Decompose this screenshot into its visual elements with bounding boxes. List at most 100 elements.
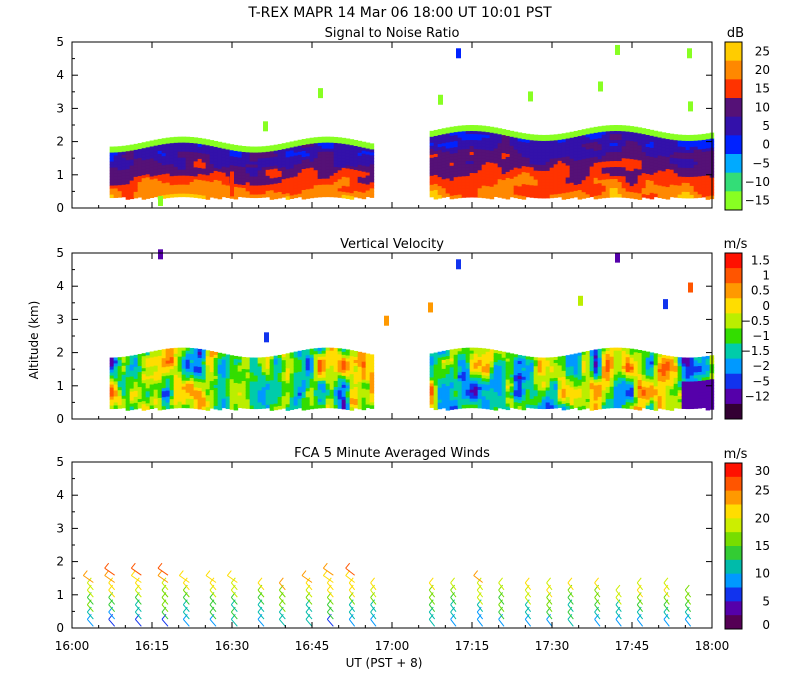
heatmap-field	[109, 44, 715, 207]
colorbar-swatch	[725, 343, 742, 360]
colorbar-swatch	[725, 298, 742, 314]
colorbar-label: −1	[752, 329, 770, 343]
colorbar-swatch	[725, 388, 742, 405]
y-tick-label: 0	[56, 412, 64, 426]
colorbar-swatch	[725, 518, 742, 533]
colorbar-label: −10	[745, 175, 770, 189]
y-tick-label: 4	[56, 279, 64, 293]
wind-barb	[524, 577, 532, 627]
colorbar-swatch	[725, 172, 742, 192]
colorbar-swatch	[725, 42, 742, 62]
y-tick-label: 0	[56, 201, 64, 215]
colorbar-swatch	[725, 532, 742, 547]
wind-barb	[498, 577, 505, 627]
plot-frame	[71, 461, 713, 629]
panel-3: FCA 5 Minute Averaged Winds 0 1 2 3 4 5 16:00 16…	[55, 446, 770, 653]
x-tick-label: 16:30	[215, 639, 250, 653]
wind-barb	[450, 577, 457, 627]
colorbar-swatch	[725, 313, 742, 329]
figure-title: T-REX MAPR 14 Mar 06 18:00 UT 10:01 PST	[247, 5, 552, 21]
colorbar-frame	[724, 41, 743, 211]
colorbar-frame	[724, 252, 743, 420]
panel-title: FCA 5 Minute Averaged Winds	[294, 446, 490, 461]
y-tick-label: 0	[56, 621, 64, 635]
colorbar-swatch	[725, 463, 742, 478]
colorbar-swatch	[725, 268, 742, 284]
x-tick-label: 17:00	[375, 639, 410, 653]
panel-title: Vertical Velocity	[340, 237, 444, 252]
panel-1: Signal to Noise Ratio 0 1 2 3 4 5 dB 25 20 15 10 5 0 −…	[56, 26, 770, 215]
wind-barb	[567, 577, 574, 627]
heatmap-field	[109, 249, 715, 411]
wind-barb	[370, 577, 377, 627]
colorbar-label: 1	[762, 269, 770, 283]
y-tick-label: 3	[56, 101, 64, 115]
wind-barb	[615, 584, 622, 627]
wind-barb	[157, 562, 169, 627]
x-tick-label: 16:15	[135, 639, 170, 653]
colorbar-unit: dB	[727, 26, 744, 41]
wind-barb	[226, 570, 238, 627]
colorbar-label: 5	[762, 119, 770, 133]
colorbar-label: 25	[755, 44, 770, 58]
colorbar-swatch	[725, 116, 742, 136]
colorbar: m/s1.510.50−0.5−1−1.5−2−5−12	[724, 237, 770, 420]
colorbar-label: 15	[755, 539, 770, 553]
colorbar-label: 0	[762, 618, 770, 632]
colorbar-swatch	[725, 504, 742, 519]
wind-barb	[345, 562, 356, 627]
wind-barb	[636, 577, 644, 627]
x-tick-label: 18:00	[695, 639, 730, 653]
wind-barb	[546, 577, 553, 627]
colorbar-swatch	[725, 328, 742, 345]
wind-barb	[322, 562, 334, 627]
y-axis-label: Altitude (km)	[27, 301, 41, 380]
wind-barb	[684, 584, 692, 627]
y-tick-label: 2	[56, 555, 64, 569]
colorbar-swatch	[725, 253, 742, 269]
panel-title: Signal to Noise Ratio	[325, 26, 460, 41]
colorbar-label: 25	[755, 484, 770, 498]
colorbar-swatch	[725, 546, 742, 561]
colorbar-label: −15	[745, 194, 770, 208]
wind-barb	[301, 570, 313, 627]
colorbar-label: 20	[755, 511, 770, 525]
wind-barb	[257, 577, 265, 627]
x-tick-label: 16:00	[55, 639, 90, 653]
wind-barb	[82, 570, 94, 627]
colorbar-label: 0.5	[751, 284, 770, 298]
colorbar-label: −1.5	[741, 344, 770, 358]
wind-barb	[104, 562, 116, 627]
x-tick-label: 17:30	[535, 639, 570, 653]
y-tick-label: 3	[56, 312, 64, 326]
y-tick-label: 5	[56, 35, 64, 49]
colorbar-label: −5	[752, 374, 770, 388]
colorbar: dB 25 20 15 10 5 0 −5 −10 −15	[724, 26, 770, 211]
wind-barbs	[82, 562, 692, 627]
wind-barb	[178, 570, 190, 627]
colorbar-label: 15	[755, 82, 770, 96]
colorbar-label: 20	[755, 63, 770, 77]
colorbar-swatch	[725, 615, 742, 630]
colorbar-label: −5	[752, 156, 770, 170]
wind-barb	[663, 577, 670, 627]
colorbar-label: 10	[755, 567, 770, 581]
panel-2: Vertical Velocity012345m/s1.510.50−0.5−1…	[56, 237, 770, 426]
colorbar-label: 0	[762, 138, 770, 152]
y-tick-label: 1	[56, 588, 64, 602]
colorbar-swatch	[725, 79, 742, 99]
y-tick-label: 4	[56, 68, 64, 82]
colorbar-label: −2	[752, 359, 770, 373]
colorbar-swatch	[725, 403, 742, 420]
colorbar-swatch	[725, 601, 742, 616]
colorbar-swatch	[725, 283, 742, 299]
wind-barb	[130, 562, 142, 627]
colorbar-label: 5	[762, 594, 770, 608]
wind-barb	[428, 577, 436, 627]
y-tick-label: 1	[56, 168, 64, 182]
colorbar-swatch	[725, 60, 742, 80]
wind-barb	[278, 577, 286, 627]
colorbar-swatch	[725, 476, 742, 492]
panels: Signal to Noise Ratio012345dB2520151050−…	[55, 26, 770, 653]
colorbar-swatch	[725, 191, 742, 211]
